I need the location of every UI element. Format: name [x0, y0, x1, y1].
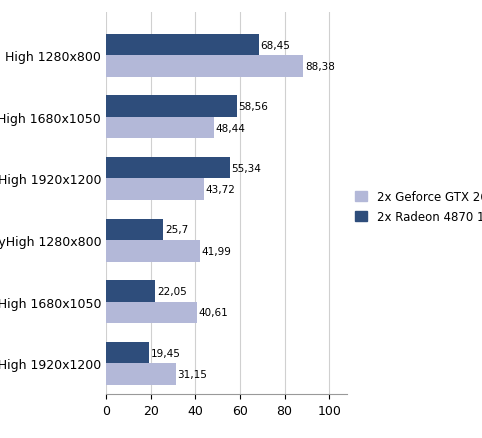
- Bar: [106, 158, 229, 179]
- Bar: [106, 280, 155, 302]
- Text: 88,38: 88,38: [305, 62, 335, 72]
- Text: 58,56: 58,56: [239, 102, 268, 112]
- Text: 55,34: 55,34: [231, 163, 261, 173]
- Bar: [106, 35, 259, 56]
- Bar: [106, 96, 237, 118]
- Text: 41,99: 41,99: [201, 246, 231, 256]
- Text: 31,15: 31,15: [177, 369, 207, 379]
- Text: 25,7: 25,7: [165, 225, 188, 235]
- Text: 40,61: 40,61: [199, 308, 228, 318]
- Bar: [106, 240, 200, 262]
- Bar: [106, 364, 175, 385]
- Bar: [106, 118, 214, 139]
- Bar: [106, 56, 303, 78]
- Legend: 2x Geforce GTX 260, 2x Radeon 4870 1GB: 2x Geforce GTX 260, 2x Radeon 4870 1GB: [355, 191, 482, 223]
- Text: 43,72: 43,72: [205, 185, 235, 195]
- Bar: [106, 302, 197, 324]
- Bar: [106, 342, 149, 364]
- Bar: [106, 219, 163, 240]
- Text: 68,45: 68,45: [261, 40, 291, 50]
- Text: 48,44: 48,44: [216, 124, 246, 133]
- Bar: [106, 179, 203, 201]
- Text: 22,05: 22,05: [157, 286, 187, 296]
- Text: 19,45: 19,45: [151, 348, 181, 358]
